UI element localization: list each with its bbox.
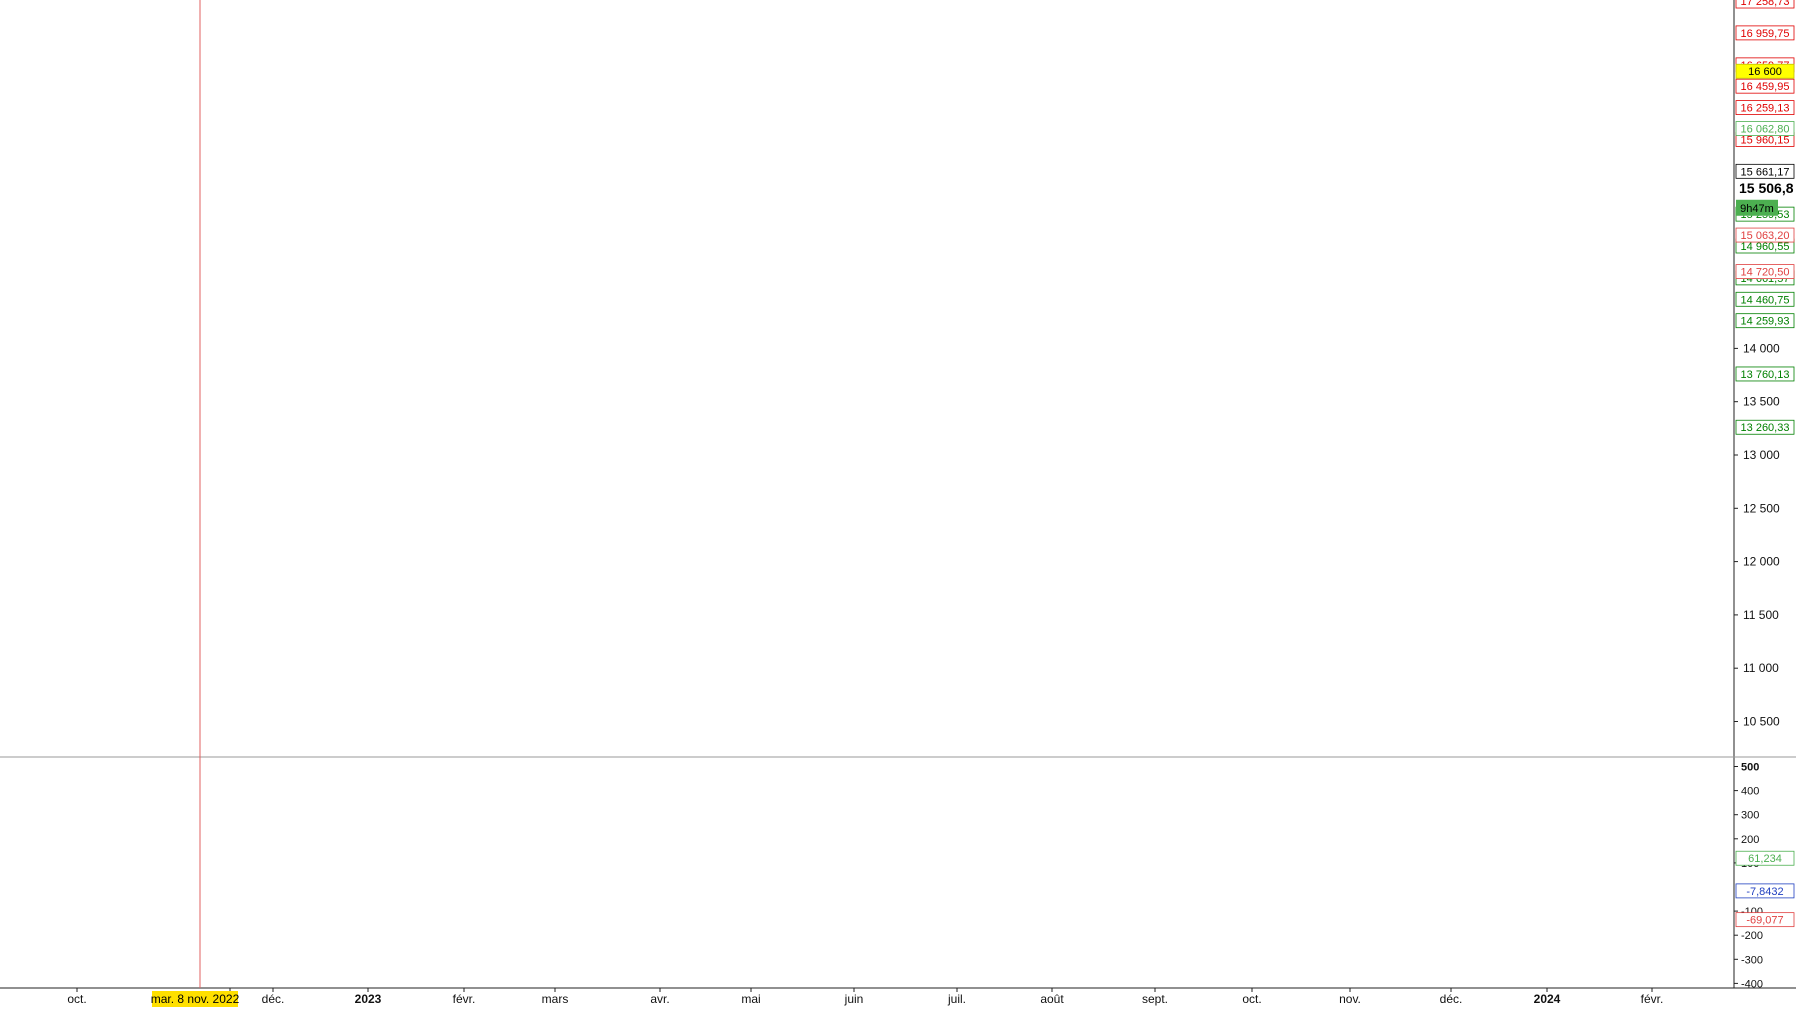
time-axis-label: mai bbox=[741, 992, 760, 1006]
time-axis-label: mars bbox=[542, 992, 569, 1006]
pivot-value-box bbox=[1735, 163, 1795, 179]
time-axis-label: sept. bbox=[1142, 992, 1168, 1006]
countdown-label: 9h47m bbox=[1740, 203, 1774, 215]
indicator-marker-box bbox=[1735, 883, 1795, 899]
indicator-marker-box bbox=[1735, 850, 1795, 866]
pivot-value-box bbox=[1735, 366, 1795, 382]
indicator-tick-label: -300 bbox=[1741, 954, 1763, 966]
pivot-value-box bbox=[1735, 78, 1795, 94]
price-marker-label: 15 063,20 bbox=[1741, 230, 1790, 242]
pivot-value-label: 16 959,75 bbox=[1741, 28, 1790, 40]
pivot-value-label: 14 960,55 bbox=[1741, 241, 1790, 253]
time-axis-label: juil. bbox=[947, 992, 966, 1006]
price-marker-label: 16 600 bbox=[1748, 66, 1782, 78]
time-axis-label: déc. bbox=[1440, 992, 1463, 1006]
pivot-value-label: 14 259,93 bbox=[1741, 316, 1790, 328]
indicator-marker-label: 61,234 bbox=[1748, 853, 1782, 865]
time-axis-label: 2024 bbox=[1534, 992, 1561, 1006]
price-tick-label: 11 500 bbox=[1743, 608, 1779, 622]
pivot-value-box bbox=[1735, 313, 1795, 329]
price-tick-label: 12 000 bbox=[1743, 555, 1780, 569]
indicator-tick-label: 200 bbox=[1741, 834, 1759, 846]
pivot-value-box bbox=[1735, 0, 1795, 9]
time-axis-label: nov. bbox=[1339, 992, 1361, 1006]
indicator-marker-label: -69,077 bbox=[1746, 915, 1783, 927]
time-axis-label: avr. bbox=[650, 992, 669, 1006]
price-tick-label: 13 000 bbox=[1743, 448, 1780, 462]
price-tick-label: 12 500 bbox=[1743, 501, 1780, 515]
time-axis-label: août bbox=[1040, 992, 1064, 1006]
price-tick-label: 14 000 bbox=[1743, 341, 1780, 355]
indicator-marker-box bbox=[1735, 912, 1795, 928]
price-marker-box bbox=[1735, 63, 1795, 79]
pivot-value-label: 15 661,17 bbox=[1741, 166, 1790, 178]
indicator-tick-label: 300 bbox=[1741, 810, 1759, 822]
indicator-tick-label: -400 bbox=[1741, 978, 1763, 990]
price-marker-box bbox=[1735, 227, 1795, 243]
time-axis-label: oct. bbox=[1242, 992, 1261, 1006]
price-marker-label: 16 062,80 bbox=[1741, 124, 1790, 136]
price-marker-label: 14 720,50 bbox=[1741, 267, 1790, 279]
last-price-label: 15 506,8 bbox=[1739, 180, 1794, 196]
crosshair-date-label: mar. 8 nov. 2022 bbox=[151, 992, 240, 1006]
pivot-value-box bbox=[1735, 419, 1795, 435]
price-tick-label: 11 000 bbox=[1743, 661, 1779, 675]
pivot-value-box bbox=[1735, 25, 1795, 41]
pivot-value-label: 13 760,13 bbox=[1741, 369, 1790, 381]
pivot-value-label: 17 258,73 bbox=[1741, 0, 1790, 8]
time-axis-label: oct. bbox=[67, 992, 86, 1006]
pivot-value-label: 16 459,95 bbox=[1741, 81, 1790, 93]
price-tick-label: 13 500 bbox=[1743, 395, 1780, 409]
pivot-value-box bbox=[1735, 100, 1795, 115]
time-axis-label: 2023 bbox=[355, 992, 382, 1006]
countdown-box bbox=[1736, 199, 1778, 216]
indicator-marker-label: -7,8432 bbox=[1746, 886, 1783, 898]
time-axis-label: févr. bbox=[1641, 992, 1664, 1006]
pivot-value-label: 15 960,15 bbox=[1741, 134, 1790, 146]
price-marker-box bbox=[1735, 121, 1795, 136]
price-tick-label: 10 500 bbox=[1743, 715, 1780, 729]
pivot-value-box bbox=[1735, 291, 1795, 307]
pivot-value-label: 14 460,75 bbox=[1741, 294, 1790, 306]
indicator-tick-label: -200 bbox=[1741, 930, 1763, 942]
indicator-tick-label: 500 bbox=[1741, 762, 1759, 774]
pivot-value-label: 13 260,33 bbox=[1741, 422, 1790, 434]
price-marker-box bbox=[1735, 264, 1795, 279]
time-axis-label: juin bbox=[844, 992, 864, 1006]
time-axis-label: févr. bbox=[453, 992, 476, 1006]
time-axis-label: déc. bbox=[262, 992, 285, 1006]
crosshair-date-box bbox=[152, 991, 238, 1007]
indicator-tick-label: 400 bbox=[1741, 786, 1759, 798]
pivot-value-label: 16 259,13 bbox=[1741, 103, 1790, 115]
